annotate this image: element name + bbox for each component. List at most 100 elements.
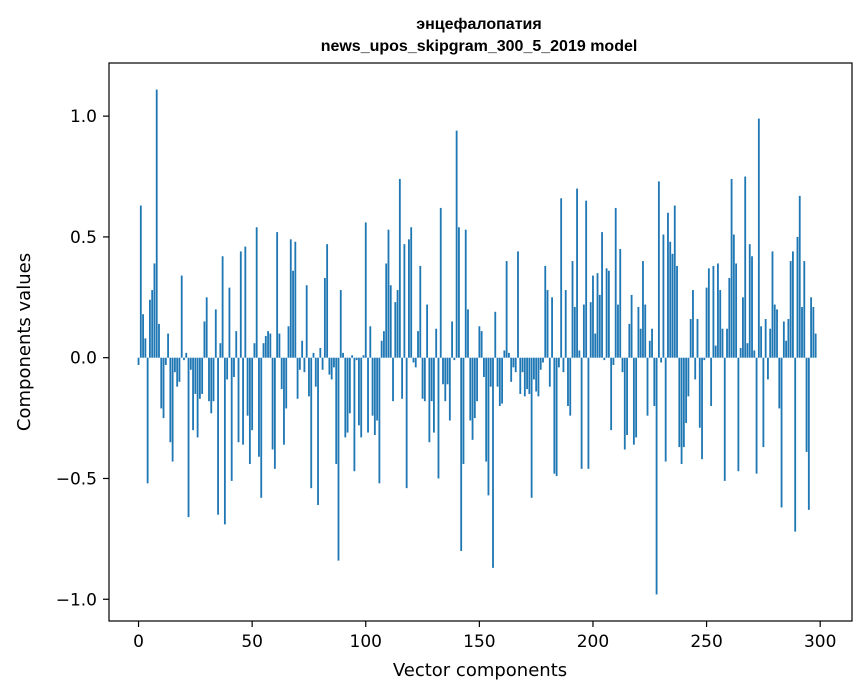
bar (271, 357, 274, 450)
bar (596, 273, 599, 358)
bar (139, 205, 142, 358)
bar (144, 338, 147, 358)
bar (210, 357, 213, 414)
bar (235, 331, 238, 358)
bar (544, 265, 547, 358)
bar (205, 297, 208, 358)
bar (228, 287, 231, 358)
bar (764, 319, 767, 358)
bar (389, 285, 392, 358)
bar (239, 251, 242, 358)
bar (212, 357, 215, 402)
bar (498, 357, 501, 407)
bar (333, 357, 335, 368)
bar (187, 357, 190, 518)
bar (230, 357, 233, 481)
bar (664, 357, 667, 462)
bar (285, 357, 288, 409)
bar (557, 357, 560, 368)
bar (787, 319, 790, 358)
bar (483, 357, 485, 378)
bar (458, 227, 460, 358)
bar (312, 352, 315, 358)
bar (798, 195, 801, 358)
bar (619, 249, 622, 358)
bar (287, 326, 290, 358)
bar (183, 357, 185, 361)
bar (280, 357, 283, 390)
bar (385, 263, 388, 358)
bar (298, 357, 301, 370)
bar (310, 357, 313, 489)
bar (707, 268, 710, 358)
bar (469, 357, 472, 421)
bar (192, 357, 194, 431)
bar (464, 229, 467, 358)
bar (326, 244, 329, 358)
bar (510, 357, 513, 382)
bar (442, 357, 444, 385)
bar (417, 331, 419, 358)
bar (537, 357, 540, 397)
bar (651, 328, 653, 358)
bar (319, 348, 322, 358)
bar (710, 357, 713, 407)
bar (592, 275, 594, 358)
bar (169, 357, 172, 443)
bar (321, 357, 324, 370)
bar (751, 256, 753, 358)
bar (714, 345, 717, 358)
bar (639, 328, 642, 358)
bar (273, 357, 276, 469)
bar (351, 355, 354, 358)
bar (612, 357, 615, 365)
bar (782, 321, 785, 358)
bar (744, 176, 747, 358)
bar (428, 357, 431, 443)
bar (453, 357, 456, 361)
bar (151, 290, 154, 358)
bar (203, 321, 206, 358)
bar (807, 357, 810, 510)
bar (448, 357, 451, 421)
bar (548, 357, 551, 387)
bar (657, 181, 660, 358)
bar (294, 241, 297, 358)
bar (728, 277, 731, 358)
bar (487, 357, 490, 496)
x-axis-label: Vector components (393, 660, 567, 681)
bar (455, 130, 458, 358)
bar (201, 357, 204, 394)
bar (778, 357, 781, 409)
bar (646, 357, 649, 416)
bar (776, 309, 778, 358)
bar (721, 328, 724, 358)
bar (598, 294, 601, 358)
bar (471, 357, 474, 440)
bar (255, 227, 258, 358)
y-tick-label: −0.5 (56, 469, 97, 489)
bar (687, 357, 690, 397)
bar (173, 357, 176, 373)
bar (732, 234, 735, 358)
bar (553, 357, 556, 474)
bar (614, 207, 617, 358)
bar (546, 290, 549, 358)
bar (671, 253, 674, 358)
bar (635, 357, 638, 438)
bar (748, 244, 751, 358)
bar (380, 340, 383, 358)
bar (146, 357, 149, 484)
bar (303, 357, 306, 373)
bar (383, 331, 385, 358)
bar (371, 357, 374, 416)
bar (755, 357, 758, 474)
bar (219, 343, 222, 358)
bar (555, 357, 558, 477)
bar (344, 357, 347, 438)
bar (573, 306, 576, 358)
y-axis-label: Components values (14, 253, 35, 431)
bar (507, 352, 510, 358)
x-tick-label: 0 (133, 632, 144, 652)
bar (801, 306, 803, 358)
